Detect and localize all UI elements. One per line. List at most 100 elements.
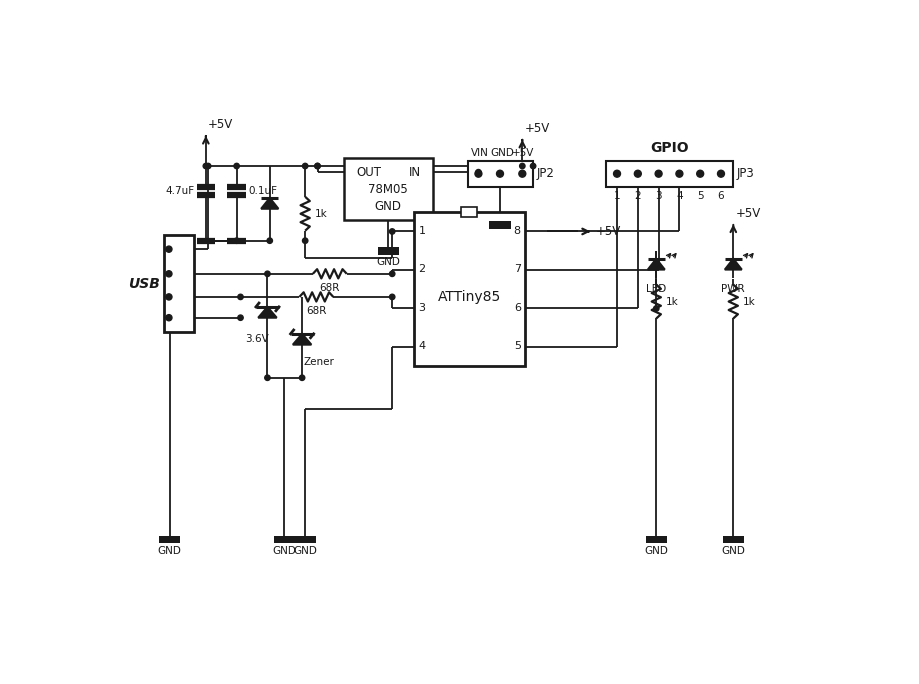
Text: 3: 3	[654, 191, 661, 200]
Circle shape	[205, 163, 210, 169]
Circle shape	[654, 170, 662, 177]
Circle shape	[237, 315, 243, 320]
Text: +5V: +5V	[524, 122, 550, 135]
Circle shape	[165, 315, 172, 321]
Circle shape	[165, 271, 172, 277]
Text: GPIO: GPIO	[650, 141, 688, 155]
Text: JP2: JP2	[536, 167, 553, 180]
Circle shape	[165, 294, 172, 300]
Text: JP3: JP3	[735, 167, 754, 180]
Text: 1k: 1k	[742, 297, 754, 306]
Polygon shape	[292, 334, 311, 345]
Circle shape	[165, 246, 172, 252]
Circle shape	[302, 238, 308, 244]
Text: +5V: +5V	[512, 148, 534, 158]
Circle shape	[233, 238, 239, 244]
Circle shape	[496, 170, 503, 177]
Text: 4: 4	[418, 341, 425, 351]
Circle shape	[203, 163, 209, 169]
Text: Zener: Zener	[303, 357, 335, 367]
Circle shape	[518, 170, 526, 177]
Circle shape	[530, 163, 535, 169]
Circle shape	[389, 271, 394, 276]
Text: 68R: 68R	[306, 306, 326, 316]
Text: 2: 2	[418, 264, 425, 274]
Text: GND: GND	[643, 546, 667, 555]
Text: GND: GND	[720, 546, 744, 555]
Text: 4.7uF: 4.7uF	[165, 186, 194, 196]
Text: 3.6V: 3.6V	[245, 334, 268, 344]
Circle shape	[474, 170, 482, 177]
Text: +5V: +5V	[595, 225, 620, 238]
Text: GND: GND	[376, 257, 400, 267]
Text: 68R: 68R	[319, 283, 340, 293]
Text: GND: GND	[487, 231, 511, 241]
Text: 6: 6	[513, 303, 520, 313]
Bar	[159, 536, 180, 543]
Circle shape	[314, 163, 320, 169]
Text: 6: 6	[717, 191, 723, 200]
Text: GND: GND	[293, 546, 317, 555]
Text: GND: GND	[490, 148, 514, 158]
Text: GND: GND	[374, 200, 402, 213]
Bar	[489, 222, 510, 229]
Circle shape	[265, 271, 270, 276]
Text: LED: LED	[645, 284, 665, 294]
Text: 2: 2	[634, 191, 641, 200]
Text: 1: 1	[613, 191, 619, 200]
Text: 5: 5	[696, 191, 703, 200]
Text: 4: 4	[675, 191, 682, 200]
Polygon shape	[258, 307, 277, 317]
Text: VIN: VIN	[471, 148, 488, 158]
Text: +5V: +5V	[735, 207, 760, 220]
Circle shape	[267, 238, 272, 244]
Circle shape	[389, 294, 394, 300]
Bar	[606, 161, 732, 187]
Text: PWR: PWR	[720, 284, 744, 294]
Circle shape	[299, 375, 304, 380]
Text: 0.1uF: 0.1uF	[248, 186, 277, 196]
Bar	[344, 158, 433, 220]
Circle shape	[265, 375, 270, 380]
Bar	[645, 536, 666, 543]
Circle shape	[475, 170, 481, 175]
Bar	[377, 247, 399, 254]
Text: 5: 5	[513, 341, 520, 351]
Circle shape	[237, 294, 243, 300]
Text: 78M05: 78M05	[369, 183, 408, 196]
Polygon shape	[261, 198, 278, 209]
Polygon shape	[647, 259, 664, 269]
Text: 7: 7	[513, 264, 520, 274]
Bar	[273, 536, 295, 543]
Text: 3: 3	[418, 303, 425, 313]
Circle shape	[634, 170, 641, 177]
Circle shape	[696, 170, 703, 177]
Bar	[414, 212, 525, 366]
Bar	[164, 235, 194, 332]
Text: USB: USB	[128, 277, 160, 291]
Circle shape	[314, 163, 320, 169]
Polygon shape	[724, 259, 741, 269]
Text: 1: 1	[418, 226, 425, 236]
Circle shape	[389, 228, 394, 234]
Text: 8: 8	[513, 226, 520, 236]
Circle shape	[652, 306, 658, 311]
Circle shape	[302, 163, 308, 169]
Text: 1k: 1k	[664, 297, 677, 306]
Text: +5V: +5V	[208, 118, 233, 131]
Text: OUT: OUT	[356, 166, 380, 179]
Circle shape	[613, 170, 619, 177]
Text: GND: GND	[157, 546, 181, 555]
Circle shape	[717, 170, 723, 177]
Bar	[294, 536, 315, 543]
Text: GND: GND	[272, 546, 296, 555]
Text: 1k: 1k	[314, 209, 327, 219]
Bar	[461, 207, 476, 217]
Circle shape	[675, 170, 682, 177]
Bar	[721, 536, 743, 543]
Circle shape	[519, 163, 525, 169]
Circle shape	[233, 163, 239, 169]
Bar	[467, 161, 532, 187]
Text: IN: IN	[409, 166, 421, 179]
Text: ATTiny85: ATTiny85	[437, 290, 500, 304]
